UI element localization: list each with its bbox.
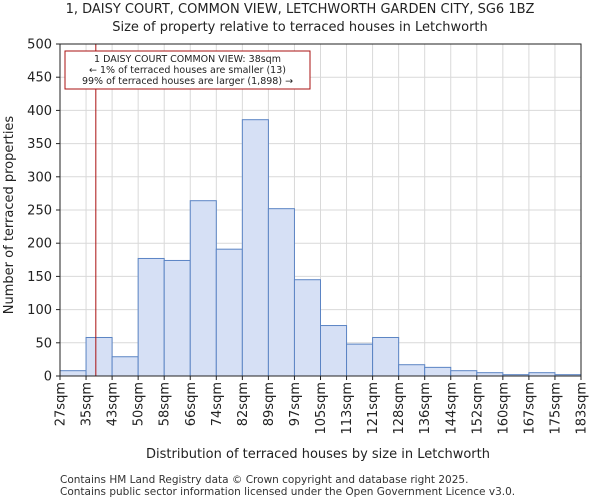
y-tick-label: 400 xyxy=(27,104,52,119)
y-axis-label: Number of terraced properties xyxy=(2,116,17,315)
y-tick-label: 500 xyxy=(27,38,52,53)
annotation-box xyxy=(64,50,311,90)
chart-title: 1, DAISY COURT, COMMON VIEW, LETCHWORTH … xyxy=(66,2,535,17)
histogram-bar xyxy=(372,336,400,377)
x-tick-label: 43sqm xyxy=(106,382,121,426)
y-tick-label: 250 xyxy=(27,204,52,219)
x-tick-label: 97sqm xyxy=(288,382,303,426)
y-tick-label: 150 xyxy=(27,270,52,285)
x-tick-label: 58sqm xyxy=(158,382,173,426)
x-tick-label: 82sqm xyxy=(236,382,251,426)
histogram-bar xyxy=(424,366,452,377)
x-tick-label: 105sqm xyxy=(314,382,329,435)
x-tick-label: 183sqm xyxy=(575,382,590,435)
x-tick-label: 167sqm xyxy=(522,382,537,435)
y-tick-label: 200 xyxy=(27,237,52,252)
y-tick-label: 350 xyxy=(27,137,52,152)
y-tick-label: 0 xyxy=(44,370,52,385)
x-tick-label: 50sqm xyxy=(132,382,147,426)
x-tick-label: 74sqm xyxy=(210,382,225,426)
histogram-bar xyxy=(398,364,426,377)
y-tick-label: 300 xyxy=(27,170,52,185)
annotation-line-3: 99% of terraced houses are larger (1,898… xyxy=(82,76,293,87)
histogram-bar xyxy=(267,208,295,377)
histogram-bar xyxy=(215,248,243,377)
chart-subtitle: Size of property relative to terraced ho… xyxy=(112,20,488,35)
bar-layer xyxy=(59,119,582,377)
y-tick-label: 450 xyxy=(27,71,52,86)
histogram-bar xyxy=(293,279,322,377)
annotation-line-2: ← 1% of terraced houses are smaller (13) xyxy=(89,65,286,76)
x-tick-label: 175sqm xyxy=(548,382,563,435)
histogram-bar xyxy=(346,343,374,377)
x-tick-label: 89sqm xyxy=(262,382,277,426)
histogram-bar xyxy=(163,259,191,377)
x-tick-label: 144sqm xyxy=(444,382,459,435)
histogram-bar xyxy=(59,370,87,377)
x-tick-label: 121sqm xyxy=(366,382,381,435)
y-axis-ticks: 0 50 100 150 200 250 300 350 400 450 500 xyxy=(27,38,60,385)
y-tick-label: 100 xyxy=(27,303,52,318)
histogram-bar xyxy=(85,336,113,377)
x-tick-label: 113sqm xyxy=(340,382,355,435)
x-tick-label: 136sqm xyxy=(418,382,433,435)
y-tick-label: 50 xyxy=(35,336,52,351)
footer-line-2: Contains public sector information licen… xyxy=(60,486,516,498)
marker-annotation: 1 DAISY COURT COMMON VIEW: 38sqm ← 1% of… xyxy=(64,50,311,90)
x-tick-label: 160sqm xyxy=(496,382,511,435)
plot-frame xyxy=(59,43,582,377)
x-tick-label: 27sqm xyxy=(54,382,69,426)
histogram-bar xyxy=(450,370,478,377)
histogram-bar xyxy=(320,325,348,377)
histogram-bar xyxy=(137,257,165,377)
x-axis-ticks: 27sqm 35sqm 43sqm 50sqm 58sqm 66sqm 74sqm 82sqm… xyxy=(54,376,590,435)
x-axis-label: Distribution of terraced houses by size … xyxy=(146,447,490,462)
footer-line-1: Contains HM Land Registry data © Crown c… xyxy=(60,474,469,486)
x-tick-label: 152sqm xyxy=(470,382,485,435)
x-tick-label: 35sqm xyxy=(80,382,95,426)
x-tick-label: 128sqm xyxy=(392,382,407,435)
x-tick-label: 66sqm xyxy=(184,382,199,426)
histogram-bar xyxy=(189,200,217,377)
histogram-bar xyxy=(111,356,139,377)
footer: Contains HM Land Registry data © Crown c… xyxy=(60,474,515,498)
histogram-bar xyxy=(241,119,269,377)
annotation-line-1: 1 DAISY COURT COMMON VIEW: 38sqm xyxy=(94,54,281,65)
